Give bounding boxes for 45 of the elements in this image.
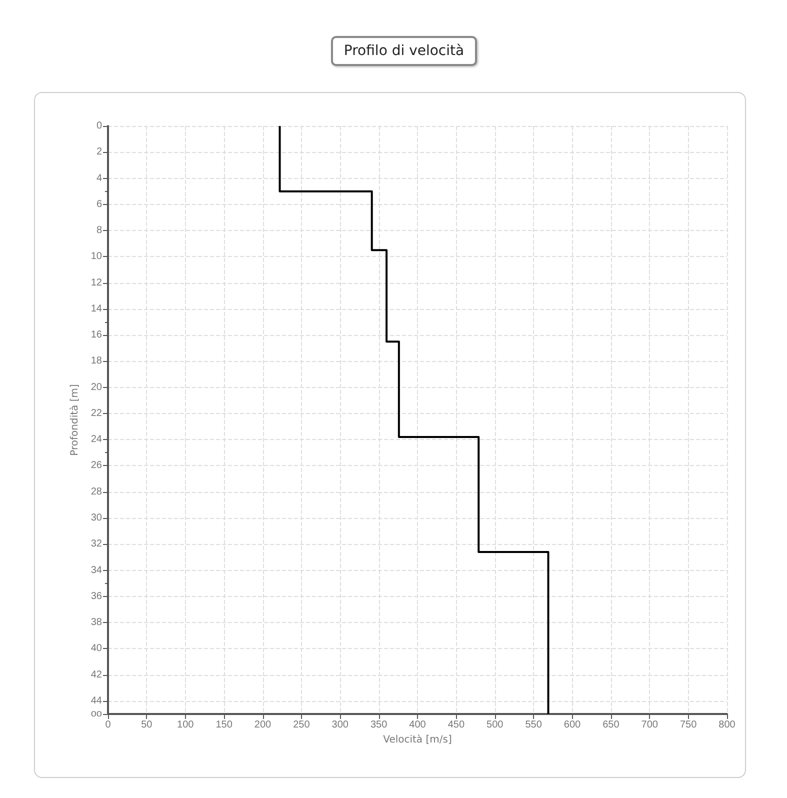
y-tick-label: 44: [90, 695, 102, 706]
x-axis-title: Velocità [m/s]: [383, 734, 452, 746]
y-tick-label: 4: [96, 172, 102, 184]
y-tick-label: oo: [90, 708, 102, 720]
line-series: [278, 125, 550, 715]
x-tick-label: 700: [641, 720, 658, 730]
x-tick-label: 100: [177, 720, 194, 730]
y-axis-title: Profondità [m]: [69, 384, 80, 456]
y-tick-label: 2: [96, 146, 102, 158]
y-tick-label: 36: [90, 590, 102, 602]
x-tick-label: 500: [486, 720, 504, 730]
chart-title: Profilo di velocità: [331, 36, 477, 66]
y-tick-label: 42: [90, 669, 102, 680]
y-tick-label: 6: [96, 198, 102, 210]
x-tick-label: 300: [332, 720, 349, 730]
y-tick-label: 8: [96, 225, 102, 236]
x-tick-label: 200: [254, 720, 272, 730]
y-tick-label: 14: [90, 303, 102, 314]
x-tick-label: 400: [409, 720, 426, 730]
y-tick-label: 26: [90, 460, 102, 472]
x-tick-label: 0: [105, 720, 112, 730]
y-tick-label: 10: [90, 251, 102, 262]
y-tick-label: 28: [90, 486, 102, 498]
y-tick-label: 32: [90, 538, 102, 550]
x-tick-label: 150: [216, 720, 233, 730]
y-tick-label: 16: [90, 330, 102, 341]
y-tick-label: 24: [90, 434, 102, 446]
y-tick-label: 34: [90, 564, 102, 576]
x-tick-label: 600: [564, 720, 582, 730]
x-tick-label: 550: [525, 720, 542, 730]
x-tick-label: 50: [141, 720, 153, 730]
y-tick-label: 18: [90, 356, 102, 367]
y-tick-label: 0: [96, 120, 102, 132]
y-tick-label: 12: [90, 277, 102, 288]
y-tick-label: 40: [90, 643, 102, 654]
y-tick-label: 38: [90, 617, 102, 628]
y-tick-label: 30: [90, 512, 102, 524]
x-tick-label: 800: [718, 720, 736, 730]
y-tick-label: 20: [90, 382, 102, 393]
x-tick-label: 450: [448, 720, 465, 730]
x-tick-label: 650: [602, 720, 620, 730]
x-tick-label: 350: [370, 720, 388, 730]
y-tick-label: 22: [90, 408, 102, 419]
x-tick-label: 250: [293, 720, 310, 730]
x-tick-label: 750: [680, 720, 698, 730]
